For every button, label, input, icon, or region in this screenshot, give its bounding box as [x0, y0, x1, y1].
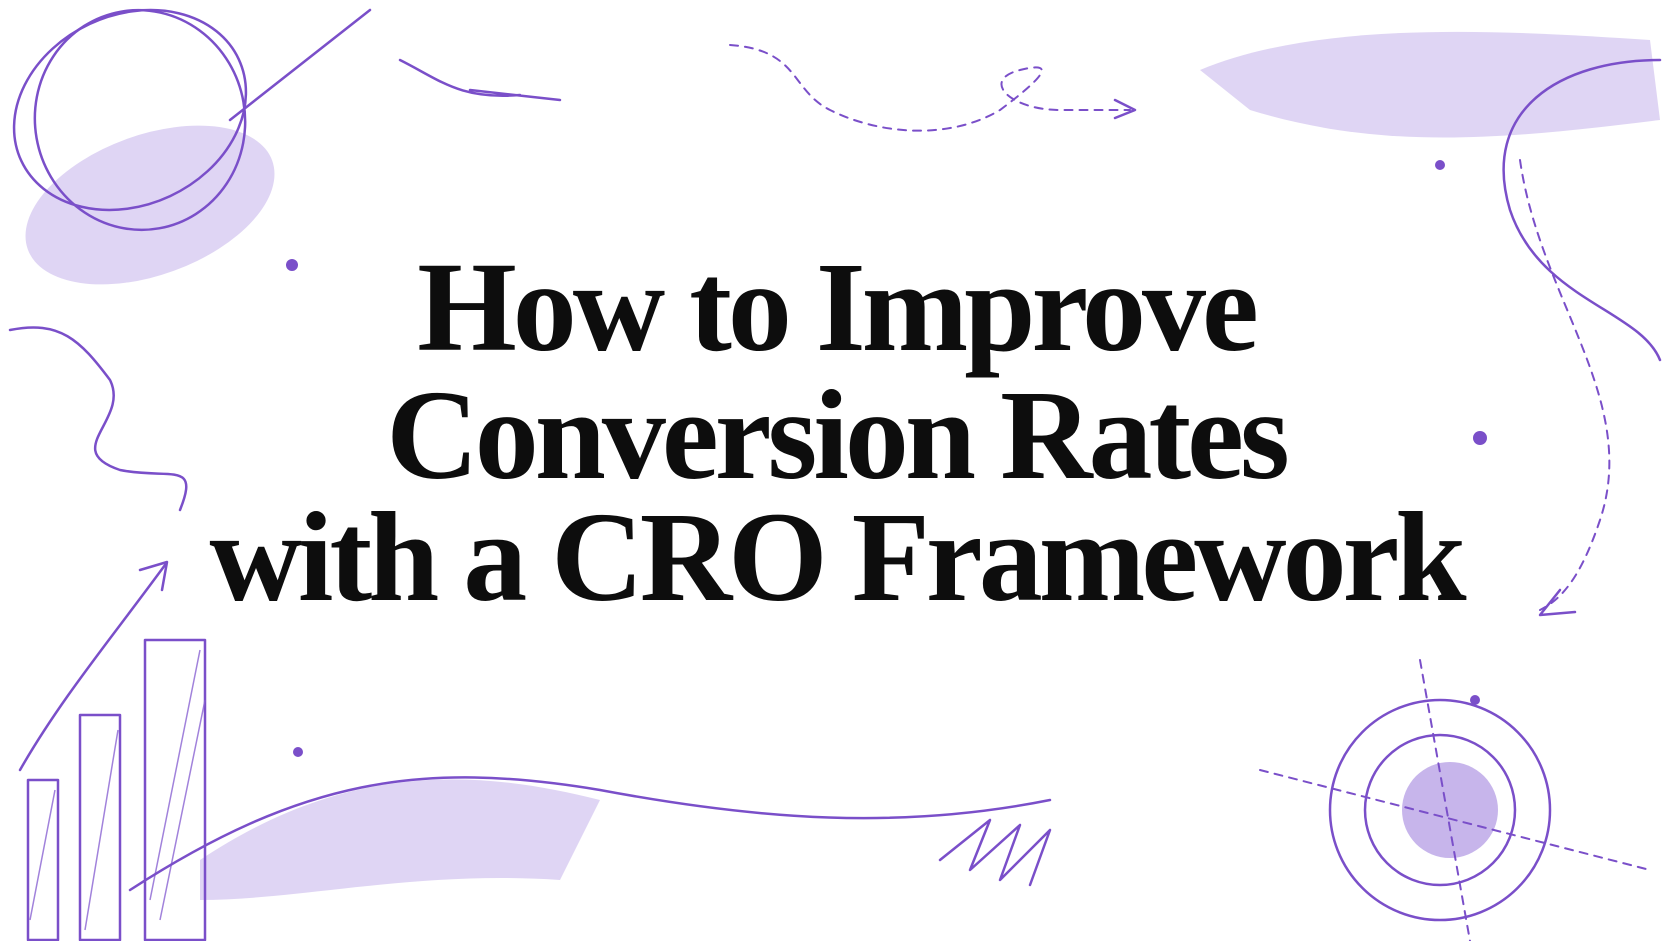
swoop — [1502, 58, 1662, 362]
squiggle — [8, 326, 188, 512]
dot — [293, 747, 303, 757]
dot — [1470, 695, 1480, 705]
dashed-curve — [1519, 159, 1611, 611]
arrow-head — [1113, 98, 1137, 120]
decoration-bar-chart — [18, 560, 1052, 941]
sketch-bar — [26, 778, 60, 941]
dashed-arrow — [729, 44, 1131, 132]
decoration-top-left — [8, 8, 562, 512]
target-ring — [1328, 698, 1552, 922]
decoration-top-arrow — [729, 44, 1137, 132]
title-line: How to Improve — [417, 236, 1256, 378]
trend-arrow — [18, 563, 167, 772]
arrow-head — [138, 560, 169, 592]
target-ring — [1363, 733, 1517, 887]
scribble — [228, 8, 562, 122]
decoration-target — [1259, 659, 1651, 941]
dot — [286, 259, 298, 271]
swoop — [128, 776, 1052, 892]
target-center — [1402, 762, 1498, 858]
zigzag — [938, 818, 1052, 887]
arrow-head — [1538, 588, 1577, 617]
wash — [200, 779, 600, 900]
title-line: Conversion Rates — [386, 364, 1287, 506]
title-line: with a CRO Framework — [209, 486, 1466, 628]
decoration-top-right — [1200, 31, 1662, 617]
dot — [1473, 431, 1487, 445]
sketch-bar — [78, 713, 122, 941]
sketch-bar — [143, 638, 207, 941]
decoration-dots — [286, 160, 1487, 757]
scribble-circle — [33, 8, 247, 232]
dot — [1435, 160, 1445, 170]
crosshair — [1259, 659, 1651, 941]
hatch — [29, 649, 206, 931]
wash — [1200, 31, 1660, 138]
